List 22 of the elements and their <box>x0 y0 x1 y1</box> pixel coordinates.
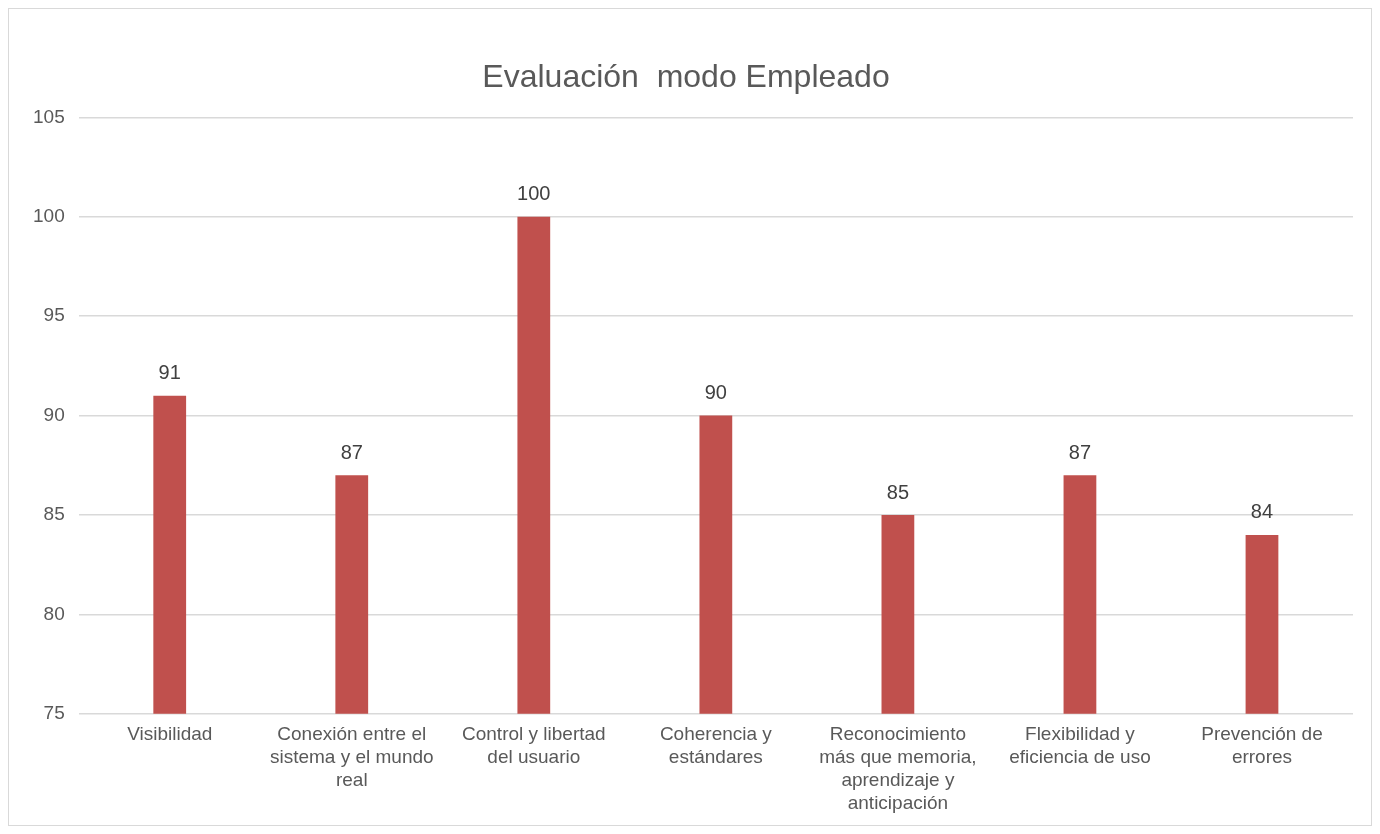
x-tick-label: Visibilidad <box>127 723 213 745</box>
x-tick-label: Control y libertad del usuario <box>462 723 606 768</box>
data-label: 91 <box>158 361 181 384</box>
y-tick-label: 75 <box>43 702 65 724</box>
x-tick-label: Flexibilidad y eficiencia de uso <box>1009 723 1151 768</box>
y-tick-label: 105 <box>33 105 65 127</box>
data-label: 90 <box>704 381 727 404</box>
x-tick-label: Coherencia y estándares <box>659 723 773 768</box>
chart-title: Evaluación modo Empleado <box>482 58 890 95</box>
y-tick-label: 85 <box>43 503 65 525</box>
y-tick-label: 90 <box>43 403 65 425</box>
x-tick-label: Prevención de errores <box>1201 723 1323 768</box>
data-label: 100 <box>517 182 551 205</box>
x-tick-label: Reconocimiento más que memoria, aprendizaje y anticipación <box>819 723 977 813</box>
y-tick-label: 95 <box>43 304 65 326</box>
y-tick-label: 80 <box>43 602 65 624</box>
x-tick-label: Conexión entre el sistema y el mundo real <box>269 723 434 791</box>
data-label: 84 <box>1250 500 1274 523</box>
data-label: 85 <box>886 480 910 503</box>
data-label: 87 <box>1068 440 1092 463</box>
y-tick-label: 100 <box>33 205 65 227</box>
data-label: 87 <box>340 440 363 463</box>
